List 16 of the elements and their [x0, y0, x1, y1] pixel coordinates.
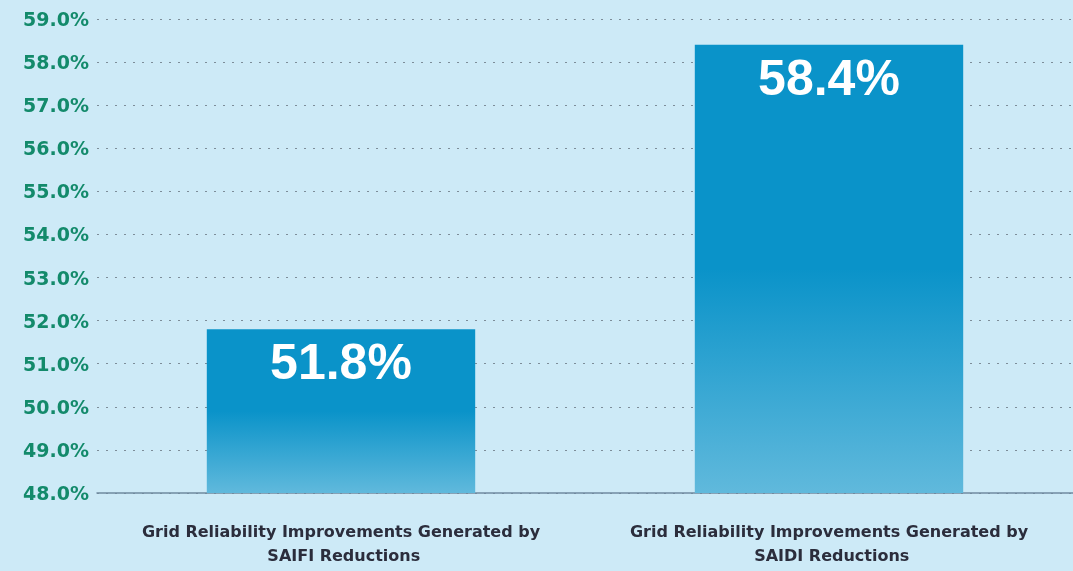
data-label: 58.4%: [758, 49, 900, 106]
x-tick-label: Grid Reliability Improvements Generated by SAIDI Reductions: [629, 521, 1029, 565]
data-label: 51.8%: [270, 334, 412, 391]
y-tick-label: 56.0%: [23, 137, 89, 160]
y-tick-label: 53.0%: [23, 266, 89, 289]
y-tick-label: 48.0%: [23, 482, 89, 504]
x-tick-label: Grid Reliability Improvements Generated by SAIFI Reductions: [141, 521, 541, 565]
y-tick-label: 59.0%: [23, 8, 89, 30]
y-tick-label: 54.0%: [23, 223, 89, 246]
y-tick-label: 49.0%: [23, 438, 89, 461]
y-tick-label: 55.0%: [23, 180, 89, 203]
y-tick-label: 58.0%: [23, 51, 89, 74]
y-tick-label: 52.0%: [23, 309, 89, 332]
y-tick-label: 51.0%: [23, 352, 89, 375]
y-tick-label: 50.0%: [23, 395, 89, 418]
y-tick-label: 57.0%: [23, 94, 89, 117]
